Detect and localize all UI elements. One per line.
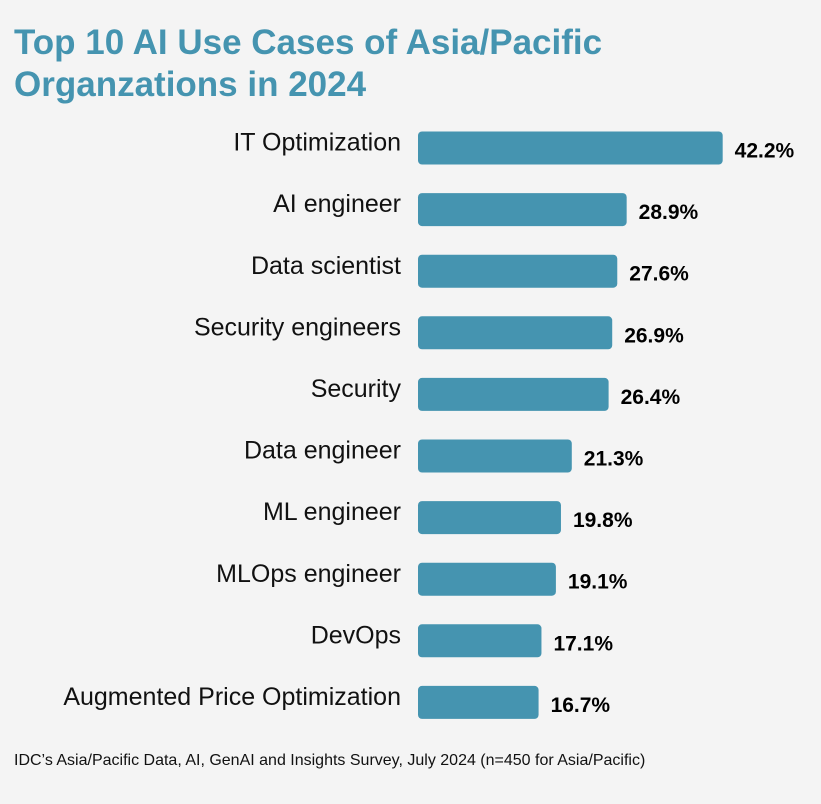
value-label: 17.1% [553, 632, 613, 655]
bar-chart: IT Optimization 42.2% AI engineer 28.9% Data… [63, 129, 795, 719]
value-label: 16.7% [551, 694, 611, 717]
value-label: 26.9% [624, 324, 684, 347]
value-label: 26.4% [621, 386, 681, 409]
value-label: 28.9% [639, 201, 699, 224]
category-label: Security [311, 375, 402, 403]
category-label: DevOps [311, 621, 401, 649]
category-label: Data scientist [251, 252, 401, 280]
source-footnote: IDC’s Asia/Pacific Data, AI, GenAI and I… [14, 752, 646, 769]
category-label: AI engineer [273, 190, 401, 218]
bar [418, 562, 556, 596]
category-label: Augmented Price Optimization [63, 683, 401, 711]
value-label: 42.2% [735, 140, 795, 163]
chart-title: Top 10 AI Use Cases of Asia/Pacific Orga… [14, 22, 714, 106]
category-label: IT Optimization [233, 129, 401, 157]
value-label: 27.6% [629, 263, 689, 286]
category-label: Data engineer [244, 437, 401, 465]
bar [418, 439, 572, 473]
bar [418, 254, 618, 288]
category-label: MLOps engineer [216, 560, 401, 588]
category-label: ML engineer [263, 498, 401, 526]
bar [418, 377, 609, 411]
bar [418, 316, 613, 350]
chart-title-line-1: Top 10 AI Use Cases of Asia/Pacific [14, 23, 603, 62]
bar [418, 131, 723, 165]
bar [418, 193, 627, 227]
chart-title-line-2: Organzations in 2024 [14, 65, 367, 104]
category-label: Security engineers [194, 313, 401, 341]
value-label: 19.8% [573, 509, 633, 532]
value-label: 19.1% [568, 571, 628, 594]
bar [418, 685, 539, 719]
value-label: 21.3% [584, 448, 644, 471]
bar [418, 624, 542, 658]
bar [418, 501, 561, 535]
